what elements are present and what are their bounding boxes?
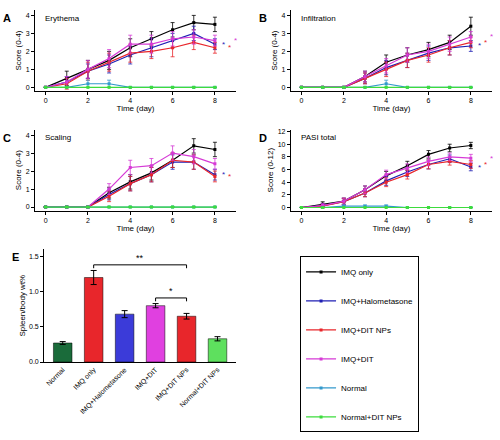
- svg-text:**: **: [136, 253, 144, 263]
- svg-text:4: 4: [26, 132, 30, 139]
- svg-text:0.5: 0.5: [29, 323, 39, 330]
- svg-text:Score (0-4): Score (0-4): [14, 30, 23, 70]
- svg-text:0: 0: [300, 217, 304, 224]
- svg-text:0: 0: [26, 84, 30, 91]
- svg-text:E: E: [12, 251, 19, 263]
- svg-text:B: B: [259, 12, 267, 24]
- svg-text:Normal: Normal: [45, 366, 66, 387]
- svg-text:0: 0: [44, 217, 48, 224]
- svg-text:3: 3: [26, 30, 30, 37]
- svg-text:8: 8: [469, 97, 473, 104]
- svg-text:4: 4: [26, 12, 30, 19]
- svg-text:Infiltration: Infiltration: [301, 14, 336, 23]
- svg-text:2: 2: [26, 168, 30, 175]
- svg-text:2: 2: [342, 97, 346, 104]
- svg-text:2: 2: [86, 97, 90, 104]
- svg-text:6: 6: [282, 166, 286, 173]
- svg-text:Time (day): Time (day): [117, 224, 155, 233]
- svg-text:*: *: [484, 160, 487, 169]
- svg-text:Score (0-12): Score (0-12): [266, 148, 275, 193]
- svg-text:8: 8: [213, 217, 217, 224]
- svg-text:4: 4: [128, 217, 132, 224]
- svg-text:2: 2: [26, 48, 30, 55]
- svg-text:0: 0: [44, 97, 48, 104]
- svg-text:Normal+DIT NPs: Normal+DIT NPs: [341, 413, 402, 422]
- svg-text:0: 0: [300, 97, 304, 104]
- svg-text:6: 6: [171, 97, 175, 104]
- svg-text:0.0: 0.0: [29, 358, 39, 365]
- svg-text:*: *: [490, 154, 493, 163]
- svg-text:C: C: [3, 132, 11, 144]
- svg-text:IMQ only: IMQ only: [72, 366, 98, 392]
- svg-text:8: 8: [469, 217, 473, 224]
- svg-text:1: 1: [26, 186, 30, 193]
- svg-text:IMQ+DIT: IMQ+DIT: [134, 366, 160, 392]
- svg-text:Time (day): Time (day): [372, 104, 410, 113]
- svg-text:2: 2: [342, 217, 346, 224]
- svg-text:6: 6: [171, 217, 175, 224]
- svg-text:*: *: [478, 41, 481, 50]
- svg-text:IMQ+DIT NPs: IMQ+DIT NPs: [341, 326, 391, 335]
- svg-text:Normal: Normal: [341, 384, 367, 393]
- svg-text:1: 1: [26, 66, 30, 73]
- svg-text:10: 10: [278, 141, 286, 148]
- svg-text:Time (day): Time (day): [117, 104, 155, 113]
- svg-text:Spleen/body wt%: Spleen/body wt%: [18, 275, 27, 337]
- svg-text:*: *: [222, 40, 225, 49]
- svg-text:2: 2: [86, 217, 90, 224]
- svg-text:0: 0: [26, 203, 30, 210]
- svg-text:IMQ+Halometasone: IMQ+Halometasone: [79, 366, 129, 416]
- svg-text:0: 0: [282, 84, 286, 91]
- svg-text:1.5: 1.5: [29, 253, 39, 260]
- svg-text:12: 12: [278, 128, 286, 135]
- svg-text:*: *: [484, 38, 487, 47]
- svg-text:3: 3: [26, 150, 30, 157]
- svg-text:PASI total: PASI total: [301, 133, 336, 142]
- svg-text:6: 6: [427, 97, 431, 104]
- svg-text:*: *: [228, 43, 231, 52]
- svg-text:A: A: [3, 12, 11, 24]
- svg-text:1: 1: [282, 66, 286, 73]
- svg-text:Normal+DIT NPs: Normal+DIT NPs: [178, 366, 221, 409]
- svg-text:*: *: [478, 163, 481, 172]
- svg-text:0: 0: [282, 204, 286, 211]
- svg-text:IMQ+DIT: IMQ+DIT: [341, 355, 374, 364]
- svg-text:Time (day): Time (day): [372, 224, 410, 233]
- svg-text:4: 4: [128, 97, 132, 104]
- svg-text:4: 4: [282, 12, 286, 19]
- svg-text:Erythema: Erythema: [45, 14, 80, 23]
- svg-text:6: 6: [427, 217, 431, 224]
- svg-text:IMQ only: IMQ only: [341, 268, 373, 277]
- svg-text:8: 8: [282, 153, 286, 160]
- svg-text:Score (0-4): Score (0-4): [14, 150, 23, 190]
- svg-text:4: 4: [282, 179, 286, 186]
- svg-text:IMQ+DIT NPs: IMQ+DIT NPs: [154, 366, 191, 403]
- svg-text:4: 4: [384, 97, 388, 104]
- svg-text:3: 3: [282, 30, 286, 37]
- svg-text:1.0: 1.0: [29, 288, 39, 295]
- svg-text:IMQ+Halometasone: IMQ+Halometasone: [341, 297, 413, 306]
- svg-text:*: *: [222, 170, 225, 179]
- svg-text:2: 2: [282, 191, 286, 198]
- svg-text:4: 4: [384, 217, 388, 224]
- svg-text:*: *: [228, 172, 231, 181]
- svg-text:*: *: [234, 36, 237, 45]
- svg-text:2: 2: [282, 48, 286, 55]
- svg-text:Scaling: Scaling: [45, 133, 71, 142]
- svg-text:8: 8: [213, 97, 217, 104]
- svg-text:D: D: [259, 132, 267, 144]
- svg-text:Score (0-4): Score (0-4): [270, 30, 279, 70]
- svg-text:*: *: [490, 32, 493, 41]
- svg-text:*: *: [169, 286, 173, 296]
